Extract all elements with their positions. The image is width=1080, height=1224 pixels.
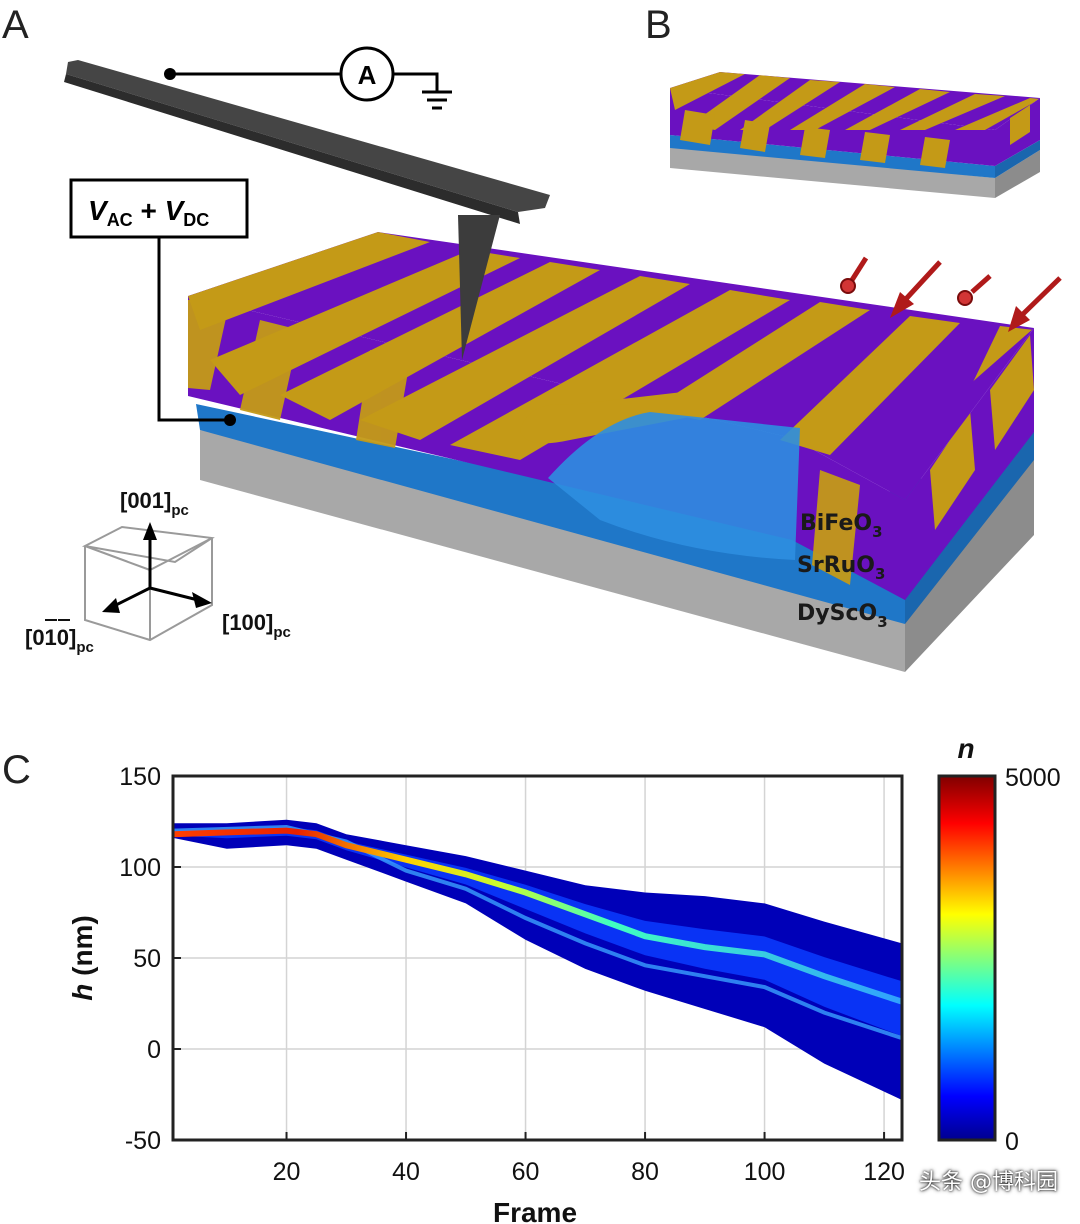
panel-c-letter: C [2,748,31,792]
panel-b: B [645,3,1040,198]
x-axis-label: Frame [493,1197,577,1224]
ridge-line [173,827,902,1005]
panel-a-letter: A [2,3,29,47]
afm-cantilever [64,60,550,360]
crystal-axes: [001]pc [100]pc [010]pc [25,488,291,656]
arrow-tip-icon [957,290,973,306]
y-tick-label: 100 [119,854,161,882]
voltage-label: VAC + VDC [88,195,209,230]
y-axis-ticks: -50 0 50 100 150 [119,763,181,1155]
bifeo3-label: BiFeO3 [800,511,883,541]
cantilever-beam [66,60,550,212]
y-tick-label: 150 [119,763,161,791]
ammeter-label: A [358,60,377,90]
sample-block: BiFeO3 SrRuO3 DyScO3 [188,232,1034,672]
axis-001-label: [001]pc [120,488,189,519]
dysco3-label: DyScO3 [797,601,888,631]
colorbar-min-label: 0 [1005,1128,1019,1156]
y-axis-label: h (nm) [67,915,98,1001]
x-tick-label: 120 [863,1158,905,1186]
axis-100-label: [100]pc [222,610,291,641]
y-tick-label: 50 [133,945,161,973]
voltage-source: VAC + VDC [69,178,249,426]
y-tick-label: 0 [147,1036,161,1064]
polarization-arrows [840,256,1062,332]
side-stripe [990,335,1034,450]
x-tick-label: 100 [744,1158,786,1186]
panel-a: A [2,3,1062,672]
watermark: 头条 @博科园 [919,1170,1058,1195]
panel-b-front [670,88,995,166]
y-tick-label: -50 [125,1127,161,1155]
panel-b-stripes [670,72,1040,130]
x-axis-ticks: 20 40 60 80 100 120 [273,1132,905,1186]
domain-wall-tip-stripe [520,390,700,444]
colorbar-max-label: 5000 [1005,764,1061,792]
side-stripe [930,410,975,530]
colorbar-gradient [937,774,997,1142]
switched-region [548,412,800,560]
ammeter-circuit: A [164,46,452,110]
srruo3-front-face [196,404,905,624]
x-tick-label: 40 [392,1158,420,1186]
x-tick-label: 80 [631,1158,659,1186]
colorbar: n 5000 0 [937,733,1061,1156]
x-tick-label: 20 [273,1158,301,1186]
heatmap-area [173,819,902,1100]
srruo3-label: SrRuO3 [797,553,885,583]
x-tick-label: 60 [512,1158,540,1186]
arrow-tip-icon [840,278,856,294]
colorbar-label: n [957,733,974,764]
afm-tip [458,215,500,360]
dysco3-front-face [200,430,905,672]
panel-b-letter: B [645,3,672,47]
axis-010-label: [010]pc [25,625,94,656]
panel-c: C 20 40 60 80 100 120 -50 0 50 100 150 Frame h (n… [2,733,1061,1224]
